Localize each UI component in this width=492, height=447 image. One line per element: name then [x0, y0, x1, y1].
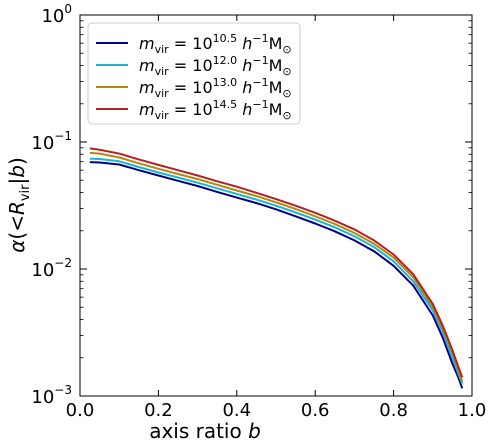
x-axis: 0.0 0.2 0.4 0.6 0.8 1.0	[66, 15, 487, 421]
series-line-3	[89, 151, 464, 382]
series-line-2	[89, 157, 464, 385]
y-tick-label: 10−3	[31, 383, 72, 408]
legend: mvir = 1010.5 h−1M⊙mvir = 1012.0 h−1M⊙mv…	[87, 22, 301, 125]
y-tick-label: 10−2	[31, 256, 72, 281]
x-tick-label: 0.8	[379, 400, 408, 421]
legend-box	[87, 22, 301, 125]
x-tick-label: 0.0	[66, 400, 95, 421]
y-axis-label: α(<Rvir|b)	[5, 157, 33, 253]
legend-label-1: mvir = 1010.5 h−1M⊙	[139, 32, 292, 56]
y-tick-label: 10−1	[31, 129, 72, 154]
legend-label-2: mvir = 1012.0 h−1M⊙	[139, 54, 292, 78]
legend-label-4: mvir = 1014.5 h−1M⊙	[139, 98, 292, 122]
plot-frame	[79, 14, 473, 397]
y-tick-label: 100	[41, 2, 72, 27]
series-line-1	[89, 161, 464, 389]
x-tick-label: 1.0	[458, 400, 487, 421]
series-group	[89, 147, 464, 389]
x-axis-label: axis ratio b	[149, 419, 261, 443]
x-tick-label: 0.6	[301, 400, 330, 421]
series-line-4	[89, 147, 464, 378]
legend-label-3: mvir = 1013.0 h−1M⊙	[139, 76, 292, 100]
minor-ticks	[80, 20, 472, 359]
y-axis: 10−3 10−2 10−1 100	[31, 2, 472, 408]
x-tick-label: 0.2	[144, 400, 173, 421]
x-tick-label: 0.4	[222, 400, 251, 421]
